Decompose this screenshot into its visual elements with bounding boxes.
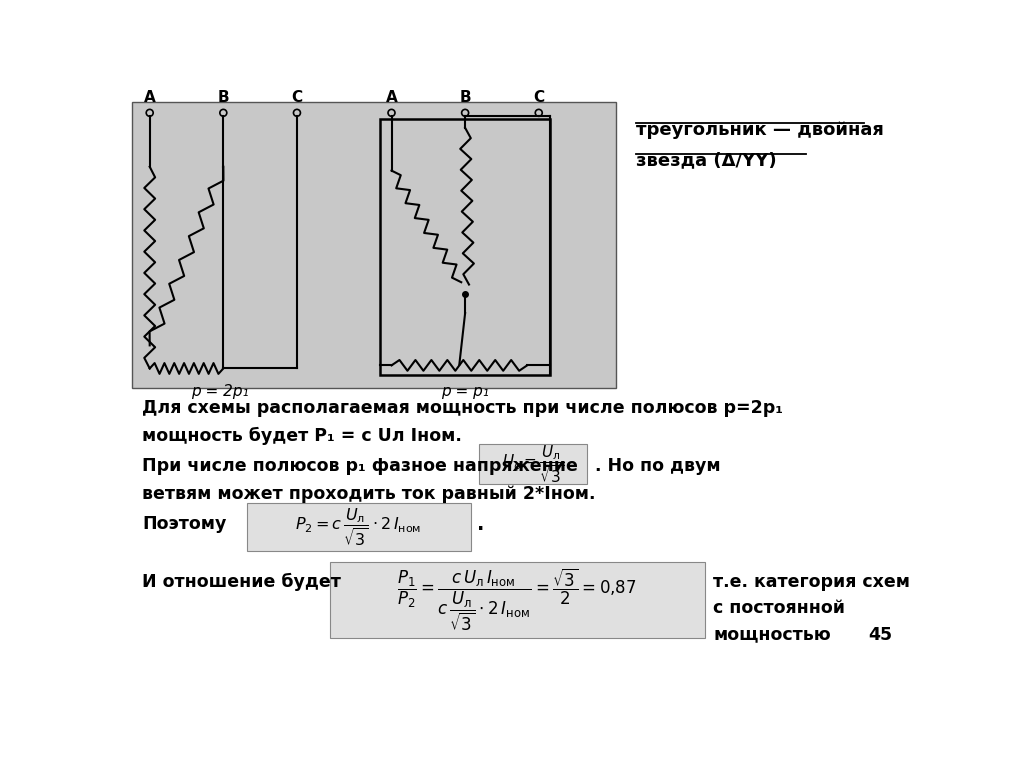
Text: звезда (Δ/YY): звезда (Δ/YY)	[636, 151, 776, 170]
Text: B: B	[217, 91, 229, 105]
Text: ветвям может проходить ток равный 2*Iном.: ветвям может проходить ток равный 2*Iном…	[142, 485, 595, 502]
Text: B: B	[460, 91, 471, 105]
Text: $\dfrac{P_1}{P_2} = \dfrac{c\,U_{\text{л}}\,I_{\text{ном}}}{c\,\dfrac{U_{\text{л: $\dfrac{P_1}{P_2} = \dfrac{c\,U_{\text{л…	[397, 567, 637, 633]
FancyBboxPatch shape	[330, 561, 705, 638]
Text: p = p₁: p = p₁	[441, 384, 489, 399]
Text: C: C	[292, 91, 302, 105]
Text: мощностью: мощностью	[713, 626, 830, 644]
FancyBboxPatch shape	[247, 503, 471, 551]
Text: мощность будет Р₁ = с Uл Iном.: мощность будет Р₁ = с Uл Iном.	[142, 427, 462, 445]
Text: A: A	[386, 91, 397, 105]
FancyBboxPatch shape	[479, 444, 587, 484]
Text: p = 2p₁: p = 2p₁	[190, 384, 248, 399]
Text: $P_2 = c\,\dfrac{U_{\text{л}}}{\sqrt{3}} \cdot 2\,I_{\text{ном}}$: $P_2 = c\,\dfrac{U_{\text{л}}}{\sqrt{3}}…	[295, 506, 422, 548]
Text: При числе полюсов р₁ фазное напряжение: При числе полюсов р₁ фазное напряжение	[142, 457, 578, 475]
Text: C: C	[534, 91, 545, 105]
FancyBboxPatch shape	[132, 102, 616, 389]
Text: Для схемы располагаемая мощность при числе полюсов р=2р₁: Для схемы располагаемая мощность при чис…	[142, 400, 783, 417]
Text: с постоянной: с постоянной	[713, 600, 845, 617]
Text: т.е. категория схем: т.е. категория схем	[713, 573, 910, 591]
Text: . Но по двум: . Но по двум	[595, 457, 720, 475]
Text: 45: 45	[868, 626, 892, 644]
Text: треугольник — двойная: треугольник — двойная	[636, 120, 884, 139]
Bar	[380, 119, 550, 374]
Text: И отношение будет: И отношение будет	[142, 573, 341, 591]
Text: A: A	[143, 91, 156, 105]
Text: Поэтому: Поэтому	[142, 515, 226, 533]
Text: .: .	[477, 515, 484, 534]
Text: $U_{\varphi} = \dfrac{U_{\text{л}}}{\sqrt{3}}$: $U_{\varphi} = \dfrac{U_{\text{л}}}{\sqr…	[502, 443, 564, 485]
